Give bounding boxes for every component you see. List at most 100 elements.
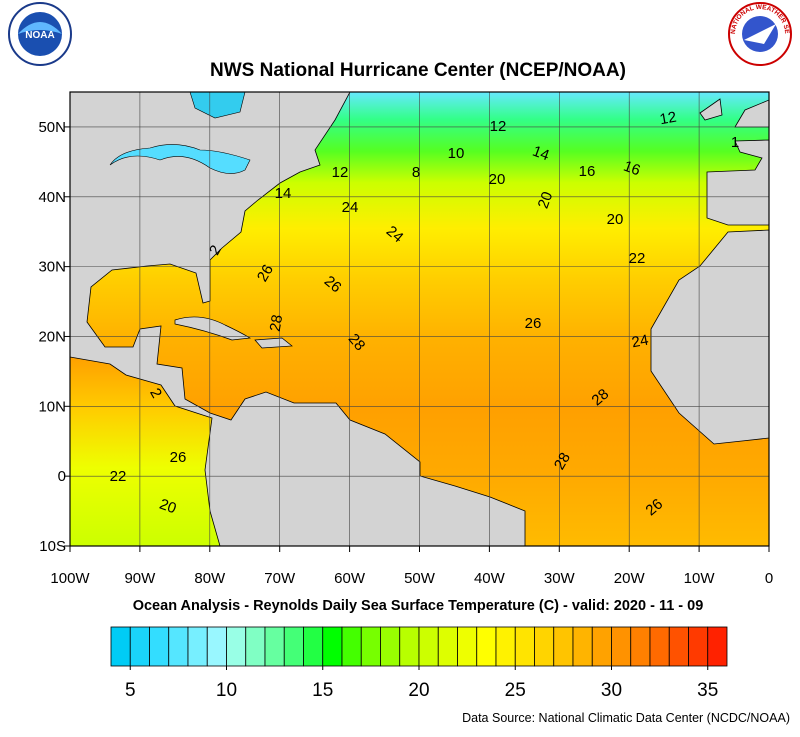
x-tick-label: 0 [765,570,773,587]
colorbar-swatch [264,626,285,667]
y-tick-label: 20N [38,328,66,345]
colorbar-swatch [187,626,208,667]
nws-logo: NATIONAL WEATHER SERVICE [0,0,792,66]
map-title: NWS National Hurricane Center (NCEP/NOAA… [210,60,626,81]
logo-text: NATIONAL WEATHER SERVICE [0,0,790,35]
land-iberia [706,139,769,226]
y-tick-label: 10N [38,398,66,415]
colorbar-swatch [322,626,343,667]
contour-label: 14 [275,185,292,202]
contour-label: 14 [530,143,551,165]
colorbar-swatch [553,626,574,667]
colorbar: 5 10 15 20 25 30 35 [110,626,728,701]
colorbar-swatch [611,626,632,667]
great-lakes [109,144,251,174]
hudson-bay [189,92,246,119]
contour-label: 24 [630,332,649,352]
map-subtitle: Ocean Analysis - Reynolds Daily Sea Surf… [133,598,704,614]
contour-label: 22 [110,468,127,485]
colorbar-swatch [380,626,401,667]
colorbar-swatch [437,626,458,667]
x-tick-label: 30W [544,570,576,587]
y-tick-label: 40N [38,189,66,206]
pacific [70,350,220,546]
colorbar-swatch [668,626,689,667]
land-africa [650,229,769,445]
colorbar-swatch [341,626,362,667]
y-tick-label: 50N [38,119,66,136]
colorbar-swatch [649,626,670,667]
contour-label: 20 [489,171,506,188]
y-tick-label: 30N [38,259,66,276]
land-americas [70,92,526,546]
data-source: Data Source: National Climatic Data Cent… [462,711,790,725]
contour-label: 24 [342,199,359,216]
colorbar-swatch [129,626,150,667]
colorbar-swatch [226,626,247,667]
x-tick-label: 50W [404,570,436,587]
x-tick-label: 10W [684,570,716,587]
graticule [70,92,769,546]
colorbar-swatch [418,626,439,667]
contour-label: 26 [254,262,277,285]
colorbar-swatch [206,626,227,667]
logo-text: NOAA [25,30,54,41]
x-tick-label: 40W [474,570,506,587]
colorbar-tick-label: 20 [408,680,429,701]
colorbar-swatch [495,626,516,667]
contour-label: 12 [490,118,507,135]
colorbar-tick-label: 30 [601,680,622,701]
noaa-logo: NOAA [8,2,72,66]
y-tick-label: 10S [39,538,66,555]
colorbar-swatch [399,626,420,667]
contour-label: 12 [332,164,349,181]
contour-label: 1 [731,134,739,151]
x-tick-label: 20W [614,570,646,587]
colorbar-tick-label: 35 [697,680,718,701]
contour-label: 20 [535,189,557,210]
contour-label: 20 [607,211,624,228]
contour-label: 26 [170,449,187,466]
colorbar-swatch [591,626,612,667]
colorbar-swatch [360,626,381,667]
colorbar-swatch [457,626,478,667]
colorbar-swatch [572,626,593,667]
colorbar-tick-label: 10 [216,680,237,701]
colorbar-swatch [149,626,170,667]
contour-label: 28 [267,313,287,332]
y-tick-label: 0 [58,468,66,485]
colorbar-swatch [245,626,266,667]
cuba [174,316,252,341]
colorbar-tick-label: 25 [505,680,526,701]
x-tick-label: 70W [264,570,296,587]
contour-label: 20 [157,496,178,518]
colorbar-swatch [168,626,189,667]
x-tick-label: 100W [50,570,90,587]
colorbar-swatch [534,626,555,667]
contour-label: 10 [448,145,465,162]
x-tick-label: 60W [334,570,366,587]
contour-label: 16 [621,158,642,180]
contour-label: 8 [412,164,420,181]
x-tick-label: 80W [194,570,226,587]
x-tick-label: 90W [124,570,156,587]
colorbar-swatch [303,626,324,667]
colorbar-swatch [283,626,304,667]
colorbar-tick-label: 5 [125,680,136,701]
contour-label: 26 [525,315,542,332]
contour-label: 22 [629,250,646,267]
contour-label: 12 [658,109,677,129]
colorbar-swatch [514,626,535,667]
contour-label: 28 [551,450,574,473]
colorbar-swatch [630,626,651,667]
contour-label: 16 [579,163,596,180]
hispaniola [254,337,293,349]
colorbar-swatch [476,626,497,667]
logo-ring-text: NATIONAL WEATHER SERVICE [0,0,790,35]
colorbar-swatch [707,626,728,667]
axes: 100W 90W 80W 70W 60W 50W 40W 30W 20W 10W 0 50N 40N 30… [38,119,773,587]
colorbar-tick-label: 15 [312,680,333,701]
colorbar-swatch [110,626,131,667]
